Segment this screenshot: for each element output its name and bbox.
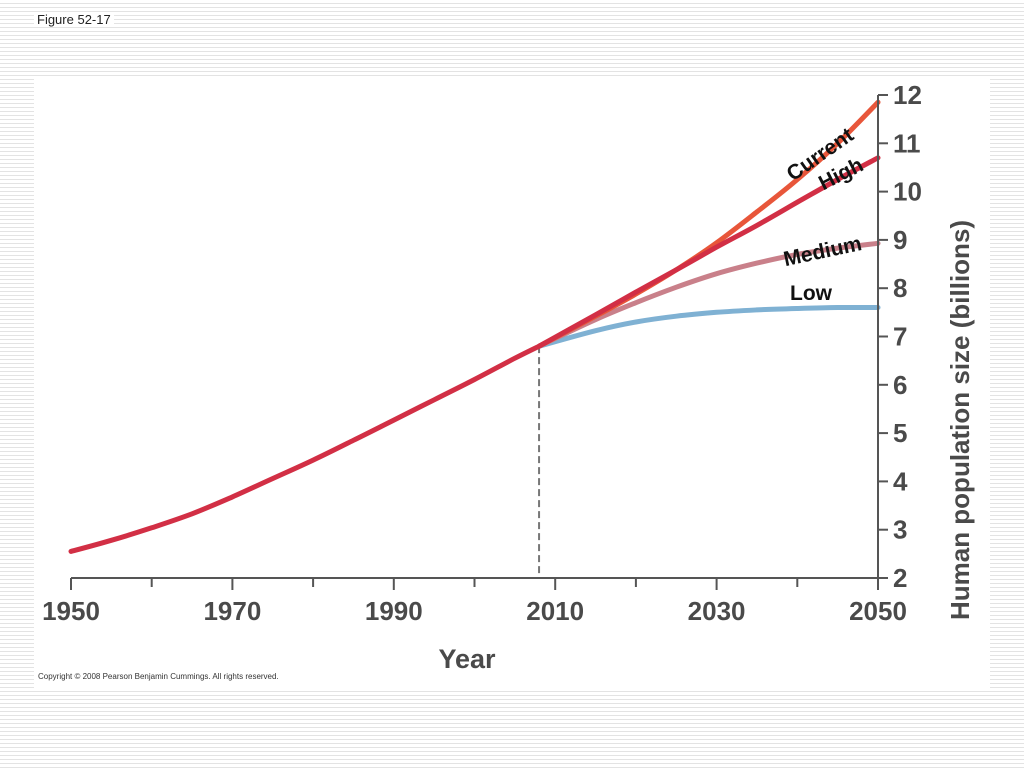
y-tick-label: 2: [893, 563, 907, 593]
series-label-medium: Medium: [781, 232, 863, 271]
series-line-low: [536, 304, 881, 349]
series-line-medium: [536, 240, 881, 349]
x-tick-label: 2050: [849, 596, 907, 626]
x-tick-label: 1970: [203, 596, 261, 626]
y-tick-label: 5: [893, 418, 907, 448]
y-tick-label: 4: [893, 466, 908, 496]
series-label-low: Low: [790, 282, 833, 305]
x-axis-label: Year: [438, 644, 496, 674]
x-tick-label: 1950: [42, 596, 100, 626]
y-axis-label: Human population size (billions): [945, 220, 975, 620]
copyright-notice: Copyright © 2008 Pearson Benjamin Cummin…: [38, 672, 279, 681]
y-tick-label: 3: [893, 515, 907, 545]
y-tick-label: 8: [893, 273, 907, 303]
y-tick-label: 9: [893, 225, 907, 255]
y-tick-label: 11: [893, 128, 921, 158]
y-tick-label: 6: [893, 370, 907, 400]
x-tick-label: 1990: [365, 596, 423, 626]
x-tick-label: 2010: [526, 596, 584, 626]
series-line-historical: [68, 343, 542, 554]
y-tick-label: 10: [893, 177, 922, 207]
figure-label: Figure 52-17: [34, 12, 114, 27]
x-tick-label: 2030: [688, 596, 746, 626]
chart-panel: 1950 1970 1990 2010 2030 2050 2 3 4 5 6 7 8 9 10 11 12 C…: [34, 78, 990, 688]
y-tick-label: 12: [893, 80, 922, 110]
series-line-high: [536, 155, 881, 349]
y-tick-label: 7: [893, 322, 907, 352]
